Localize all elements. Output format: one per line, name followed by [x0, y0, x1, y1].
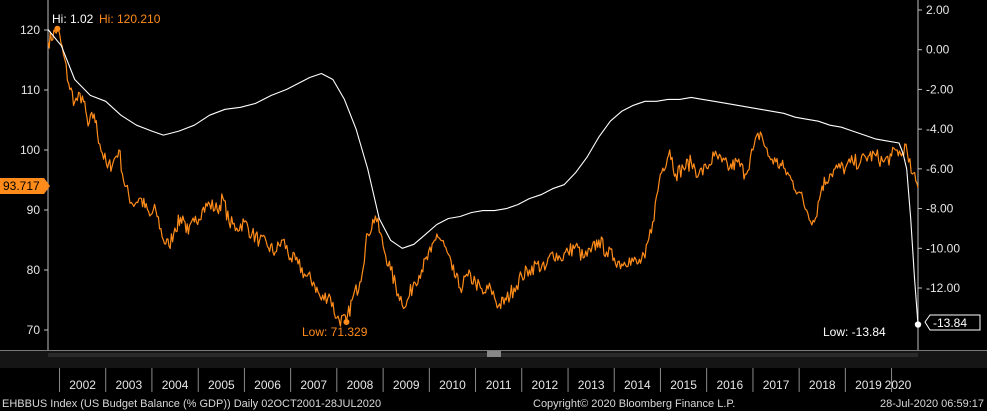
orange-hi-point [54, 25, 61, 32]
right-tick-label: -2.00 [926, 82, 954, 96]
x-tick-label: 2003 [115, 378, 142, 392]
x-tick-label: 2020 [885, 378, 912, 392]
footer-center: Copyright© 2020 Bloomberg Finance L.P. [533, 398, 735, 410]
left-tick-label: 90 [27, 203, 41, 217]
left-tick-label: 120 [20, 23, 40, 37]
footer-right: 28-Jul-2020 06:59:17 [880, 398, 984, 410]
x-tick-label: 2016 [716, 378, 743, 392]
last-orange-badge: 93.717 [0, 178, 50, 194]
hi-orange-label: Hi: 120.210 [99, 12, 161, 26]
right-tick-label: -8.00 [926, 202, 954, 216]
left-tick-label: 100 [20, 143, 40, 157]
right-tick-label: 2.00 [926, 3, 950, 17]
x-tick-label: 2002 [69, 378, 96, 392]
right-tick-label: -10.00 [926, 241, 960, 255]
x-tick-label: 2013 [578, 378, 605, 392]
low-white-label: Low: -13.84 [823, 325, 886, 339]
last-white-badge-shape [924, 314, 981, 331]
low-orange-label: Low: 71.329 [302, 325, 368, 339]
series-layer [47, 25, 922, 328]
x-axis-ticks: 2002 2003 2004 2005 2006 2007 2008 2009 2010 2011… [59, 368, 912, 392]
x-tick-label: 2004 [162, 378, 189, 392]
x-tick-label: 2019 [855, 378, 882, 392]
last-white-value: -13.84 [933, 316, 967, 330]
last-orange-badge-shape [0, 178, 50, 194]
white-series-line [47, 29, 919, 325]
right-tick-label: -12.00 [926, 281, 960, 295]
left-tick-label: 110 [21, 83, 40, 97]
left-axis-ticks: 70 80 90 100 110 120 [20, 23, 48, 337]
x-tick-label: 2014 [624, 378, 651, 392]
white-series-end-point [914, 321, 922, 328]
x-tick-label: 2006 [254, 378, 281, 392]
scroll-track[interactable] [48, 353, 918, 357]
x-tick-label: 2017 [763, 378, 790, 392]
left-tick-label: 70 [27, 323, 41, 337]
last-white-badge: -13.84 [924, 314, 981, 331]
x-tick-label: 2018 [809, 378, 836, 392]
scroll-thumb[interactable] [487, 351, 501, 357]
right-axis-ticks: 2.00 0.00 -2.00 -4.00 -6.00 -8.00 -10.00 -12.00 [918, 3, 960, 295]
left-tick-label: 80 [27, 263, 41, 277]
x-tick-label: 2011 [486, 378, 512, 392]
right-tick-label: 0.00 [926, 43, 950, 57]
last-orange-value: 93.717 [3, 179, 40, 193]
x-tick-label: 2009 [393, 378, 420, 392]
footer-left: EHBBUS Index (US Budget Balance (% GDP))… [2, 398, 381, 410]
right-tick-label: -4.00 [926, 122, 954, 136]
orange-low-point [343, 319, 350, 326]
right-tick-label: -6.00 [926, 162, 954, 176]
x-tick-label: 2008 [347, 378, 374, 392]
x-tick-label: 2005 [208, 378, 235, 392]
x-tick-label: 2012 [532, 378, 559, 392]
x-tick-label: 2007 [300, 378, 327, 392]
orange-series-line [47, 28, 919, 327]
footer-bar [0, 393, 987, 411]
x-tick-label: 2010 [439, 378, 466, 392]
x-tick-label: 2015 [670, 378, 697, 392]
hi-white-label: Hi: 1.02 [52, 12, 94, 26]
